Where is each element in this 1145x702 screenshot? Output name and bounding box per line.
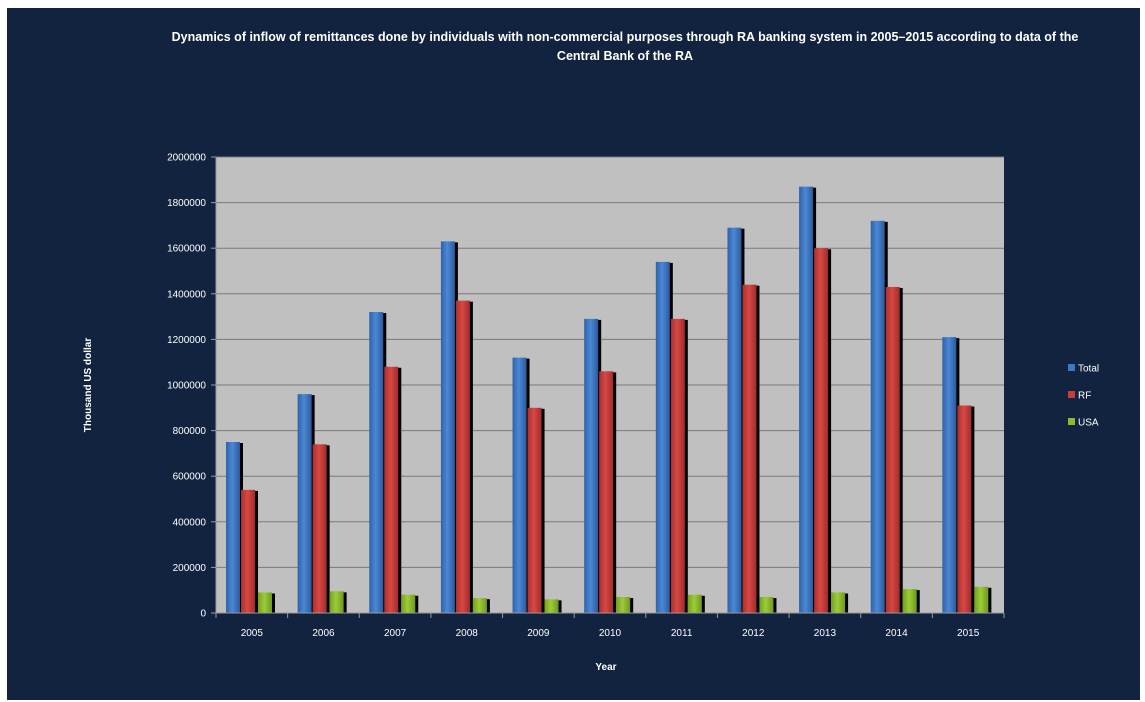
x-tick-labels: 2005 2006 2007 2008 2009 2010 2011 2012 2013 2014…	[215, 613, 1005, 639]
bar-total-2014	[870, 220, 885, 613]
bar-rf-2015	[957, 405, 972, 613]
legend-swatch-total	[1068, 364, 1075, 371]
bar-rf-2009	[527, 407, 542, 613]
bar-total-2006	[297, 394, 312, 613]
y-tick-label: 1400000	[167, 289, 206, 300]
bar-usa-2011	[687, 594, 702, 613]
x-tick-label: 2011	[671, 628, 693, 639]
x-tick-label: 2007	[384, 628, 407, 639]
bar-usa-2012	[759, 597, 774, 613]
bar-rf-2010	[599, 371, 614, 613]
bar-rf-2013	[814, 248, 829, 613]
bar-total-2005	[226, 442, 240, 613]
bar-rf-2005	[241, 489, 255, 613]
x-axis-title: Year	[595, 662, 616, 673]
bar-rf-2007	[384, 366, 399, 613]
x-tick-label: 2014	[885, 628, 908, 639]
x-tick-label: 2006	[312, 628, 335, 639]
bar-total-2010	[584, 318, 599, 613]
bar-rf-2011	[670, 318, 685, 613]
bar-total-2008	[440, 241, 455, 614]
legend-label-usa: USA	[1078, 418, 1099, 429]
x-tick-label: 2010	[599, 628, 622, 639]
bar-total-2007	[369, 312, 384, 613]
bar-usa-2005	[258, 592, 272, 613]
y-tick-label: 600000	[173, 472, 207, 483]
y-tick-label: 2000000	[167, 153, 206, 164]
legend-swatch-usa	[1068, 418, 1075, 425]
bar-total-2011	[655, 261, 670, 613]
y-tick-label: 0	[200, 609, 206, 620]
y-tick-label: 1000000	[167, 381, 206, 392]
y-axis-title: Thousand US dollar	[83, 338, 94, 433]
bar-usa-2009	[544, 599, 559, 613]
legend-swatch-rf	[1068, 391, 1075, 398]
legend-label-rf: RF	[1078, 391, 1091, 402]
x-tick-label: 2009	[527, 628, 550, 639]
bar-total-2015	[942, 337, 957, 613]
x-tick-label: 2012	[742, 628, 765, 639]
x-tick-label: 2015	[957, 628, 980, 639]
y-tick-label: 1600000	[167, 244, 206, 255]
axes	[215, 157, 1004, 614]
legend-label-total: Total	[1078, 364, 1099, 375]
bar-total-2013	[799, 186, 814, 613]
y-tick-label: 800000	[173, 426, 207, 437]
bar-usa-2006	[329, 591, 344, 613]
bar-usa-2010	[616, 597, 631, 613]
bar-rf-2012	[742, 284, 757, 613]
y-tick-label: 1200000	[167, 335, 206, 346]
bar-usa-2015	[974, 586, 989, 613]
bar-rf-2008	[455, 300, 470, 613]
bar-usa-2014	[902, 589, 917, 613]
bar-rf-2006	[312, 444, 327, 613]
bar-usa-2007	[401, 594, 416, 613]
x-tick-label: 2008	[456, 628, 479, 639]
legend: Total RF USA	[1068, 364, 1099, 429]
bar-usa-2008	[472, 598, 487, 613]
x-tick-label: 2005	[241, 628, 264, 639]
y-tick-label: 200000	[173, 563, 207, 574]
bar-rf-2014	[885, 286, 900, 613]
bar-total-2012	[727, 227, 742, 613]
bars	[226, 186, 992, 614]
y-tick-label: 1800000	[167, 198, 206, 209]
bar-total-2009	[512, 357, 527, 613]
chart-title: Dynamics of inflow of remittances done b…	[171, 30, 1079, 63]
y-tick-labels: 0 200000 400000 600000 800000 1000000 1200000 1…	[167, 153, 206, 620]
bar-usa-2013	[831, 592, 846, 613]
y-tick-label: 400000	[173, 517, 207, 528]
x-tick-label: 2013	[814, 628, 837, 639]
